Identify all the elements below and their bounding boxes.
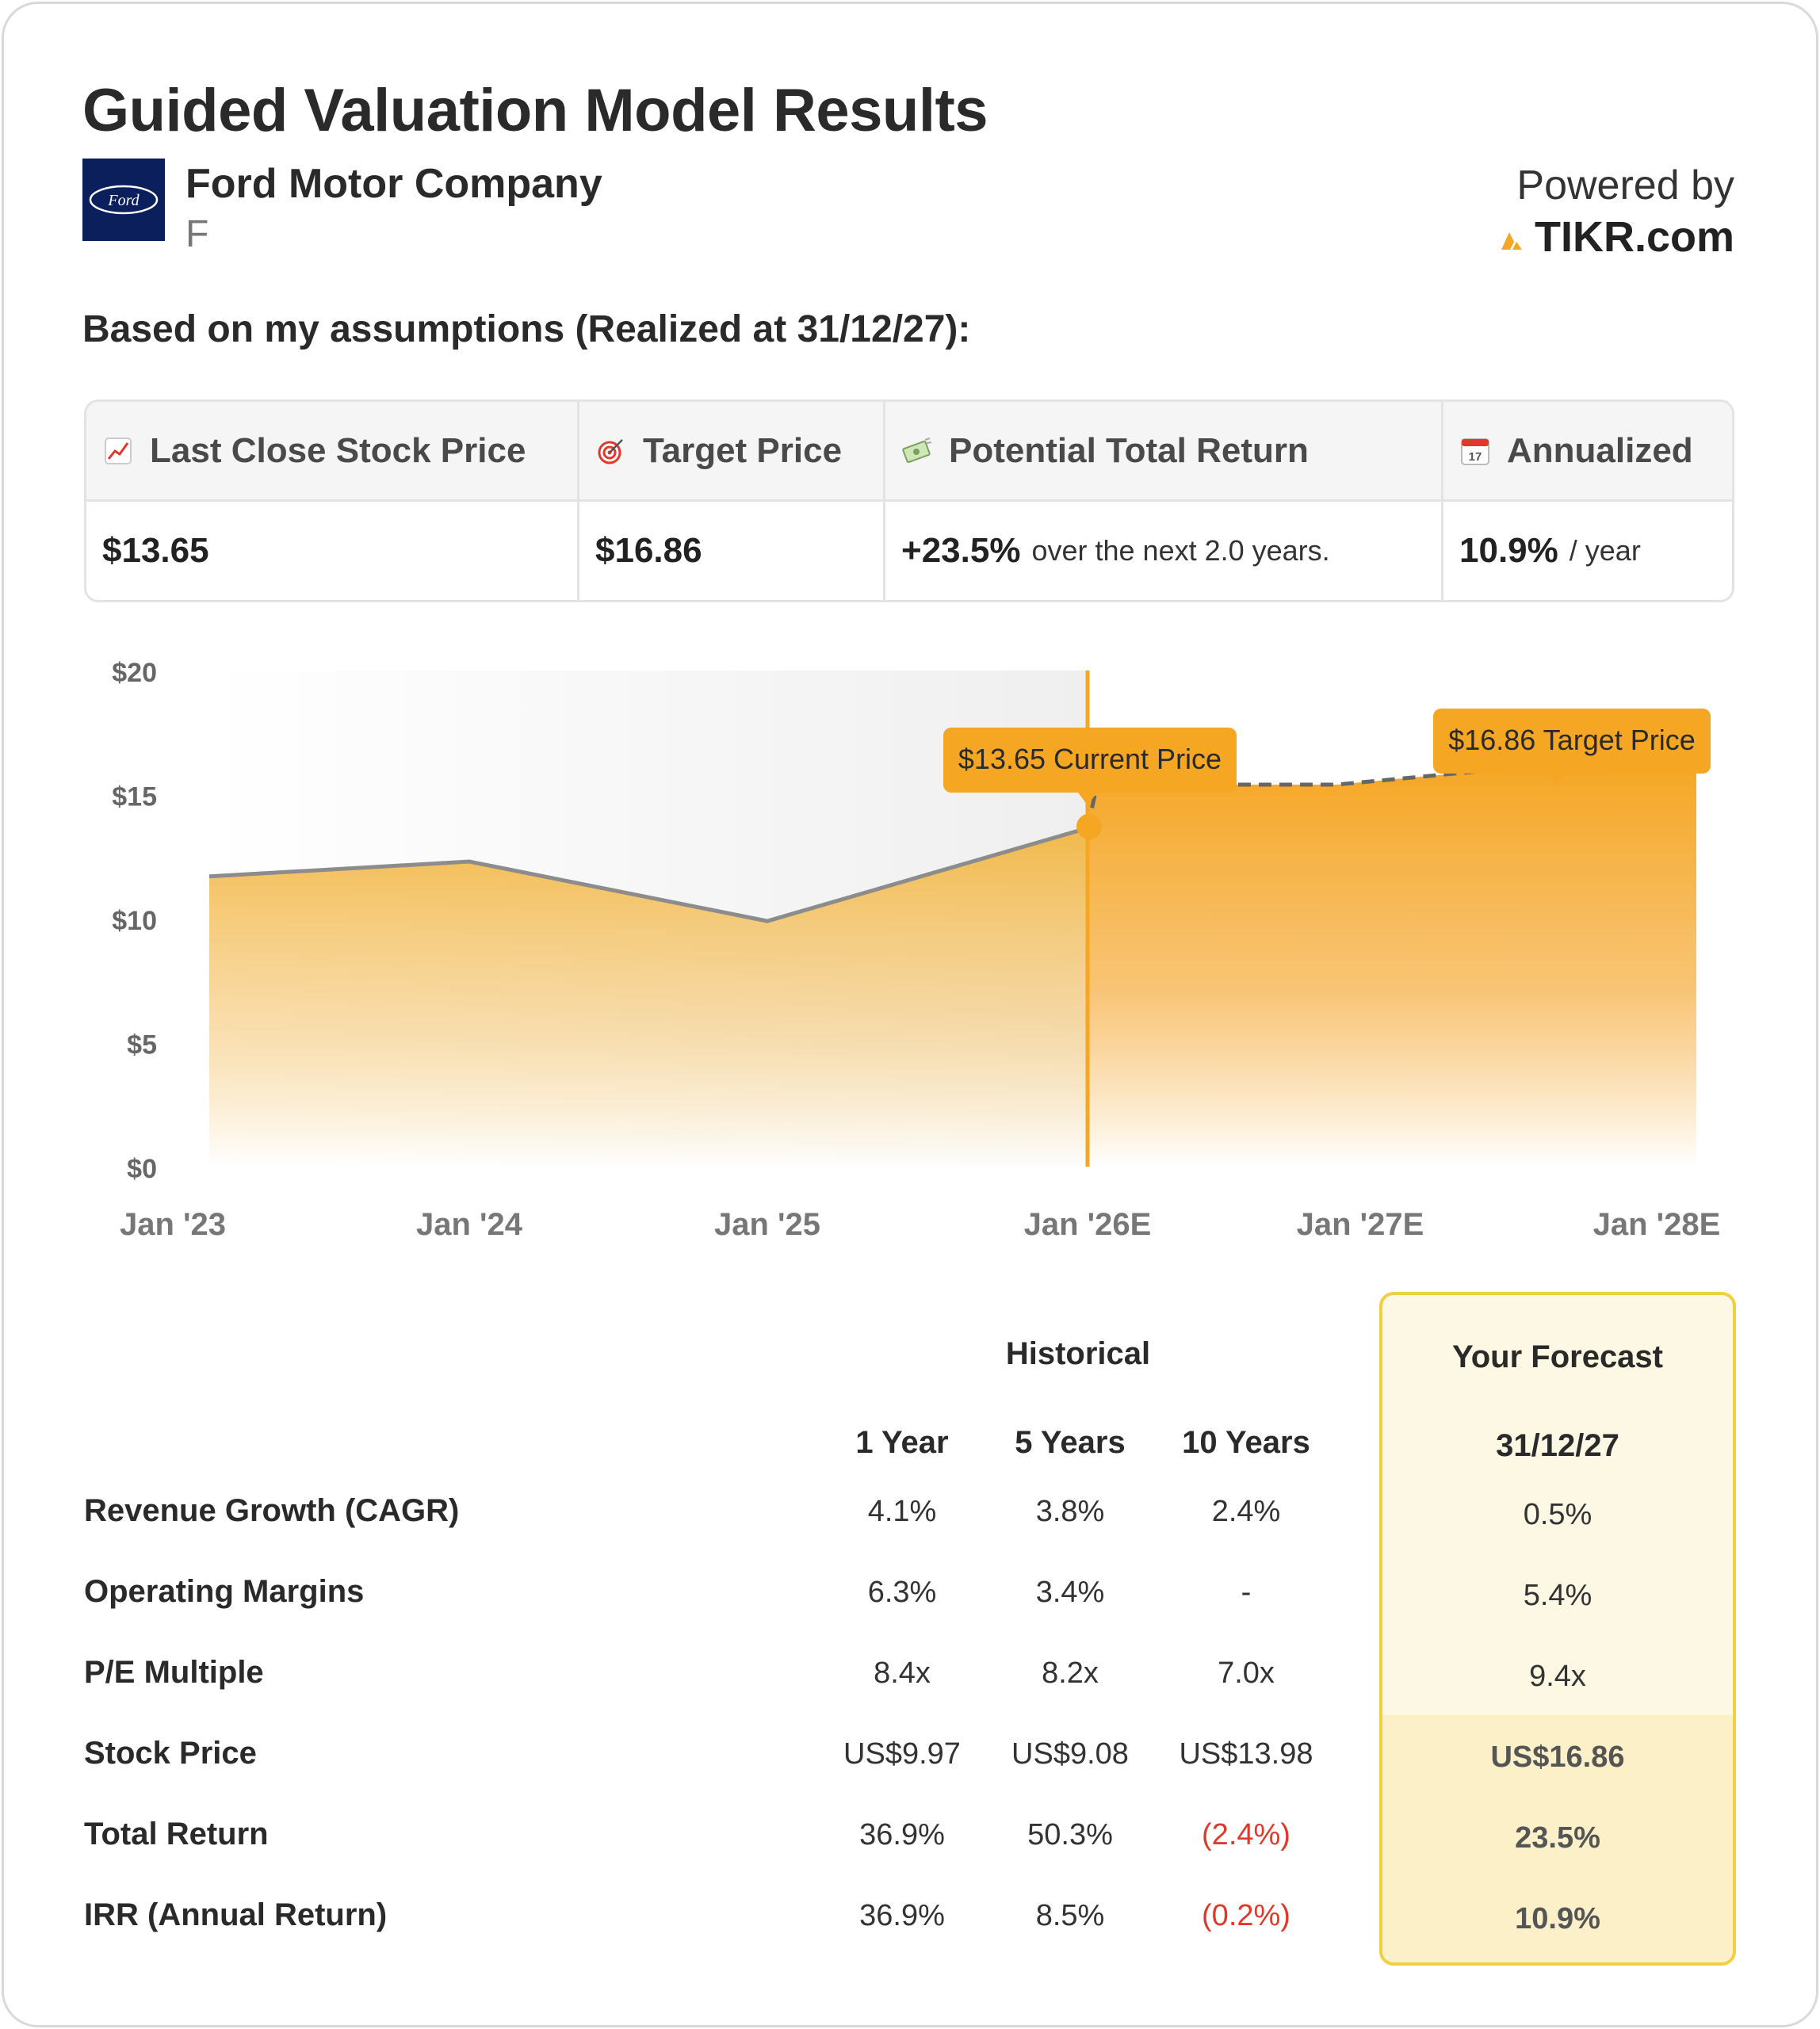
price-chart: $20 $15 $10 $5 $0 Jan '23 Jan '24 Jan '25 Jan '2… <box>112 658 1721 1242</box>
calendar-icon-number: 17 <box>1469 450 1482 464</box>
value-last-close: $13.65 <box>86 502 579 600</box>
forecast-value: 5.4% <box>1523 1579 1592 1612</box>
metric-value: 6.3% <box>867 1576 937 1609</box>
header-target: Target Price <box>579 402 885 502</box>
x-tick-label: Jan '27E <box>1297 1207 1424 1242</box>
col-1-year: 1 Year <box>855 1425 949 1460</box>
total-return-value: +23.5% <box>901 531 1021 570</box>
value-total-return: +23.5% over the next 2.0 years. <box>885 502 1443 600</box>
metric-value: 8.2x <box>1042 1656 1099 1690</box>
forecast-value: 10.9% <box>1515 1902 1600 1935</box>
target-price-callout <box>1433 709 1711 774</box>
col-forecast-date: 31/12/27 <box>1496 1428 1619 1463</box>
header-annualized: 17 Annualized <box>1443 402 1732 502</box>
ford-logo: Ford <box>82 159 165 241</box>
y-tick-label: $10 <box>112 906 157 936</box>
tikr-brand[interactable]: TIKR.com <box>1498 212 1734 262</box>
y-tick-label: $15 <box>112 782 157 812</box>
y-tick-label: $20 <box>112 658 157 688</box>
metric-value: 4.1% <box>867 1495 937 1528</box>
metric-label: Operating Margins <box>84 1574 365 1609</box>
forecast-area <box>1088 762 1696 1167</box>
assumptions-heading: Based on my assumptions (Realized at 31/… <box>82 308 971 350</box>
forecast-column-box <box>1379 1292 1736 1966</box>
header-total-return: Potential Total Return <box>885 402 1443 502</box>
metric-label: Total Return <box>84 1817 269 1851</box>
x-tick-label: Jan '25 <box>714 1207 820 1242</box>
header-total-return-label: Potential Total Return <box>949 430 1309 470</box>
tikr-brand-text: TIKR.com <box>1534 213 1734 261</box>
annualized-suffix: / year <box>1569 534 1641 567</box>
last-close-value: $13.65 <box>102 531 209 570</box>
value-annualized: 10.9% / year <box>1443 502 1732 600</box>
forecast-highlight-band <box>1382 1715 1733 1962</box>
forecast-heading: Your Forecast <box>1452 1339 1663 1374</box>
forecast-value: 0.5% <box>1523 1498 1592 1531</box>
metric-value: 3.8% <box>1035 1495 1105 1528</box>
summary-table: Last Close Stock Price Target Price Pote… <box>84 399 1734 602</box>
metric-value: US$13.98 <box>1179 1737 1313 1771</box>
chart-up-icon <box>102 435 134 467</box>
total-return-suffix: over the next 2.0 years. <box>1031 534 1330 567</box>
metric-value: 8.5% <box>1035 1899 1105 1932</box>
target-price-callout-pointer <box>1546 774 1565 785</box>
col-10-years: 10 Years <box>1182 1425 1310 1460</box>
historical-heading: Historical <box>1005 1336 1151 1371</box>
metric-value: 7.0x <box>1218 1656 1275 1690</box>
current-price-callout-pointer <box>1078 793 1097 805</box>
metric-value: 36.9% <box>859 1818 945 1851</box>
x-tick-label: Jan '23 <box>120 1207 226 1242</box>
header-annualized-label: Annualized <box>1507 430 1693 470</box>
target-price-callout-text: $16.86 Target Price <box>1448 724 1696 756</box>
metric-value: US$9.08 <box>1011 1737 1129 1771</box>
header-last-close-label: Last Close Stock Price <box>150 430 526 470</box>
company-name: Ford Motor Company <box>185 161 602 207</box>
metric-value: (0.2%) <box>1202 1899 1290 1932</box>
header-target-label: Target Price <box>643 430 843 470</box>
forecast-value: US$16.86 <box>1490 1741 1625 1774</box>
metric-value: 50.3% <box>1027 1818 1113 1851</box>
x-tick-label: Jan '26E <box>1024 1207 1152 1242</box>
current-price-point <box>1076 813 1102 839</box>
metric-label: Stock Price <box>84 1736 257 1771</box>
company-ticker: F <box>185 213 209 255</box>
logo-text: Ford <box>107 192 140 209</box>
x-tick-label: Jan '28E <box>1593 1207 1721 1242</box>
page-title: Guided Valuation Model Results <box>82 77 988 144</box>
money-icon <box>901 435 933 467</box>
value-target: $16.86 <box>579 502 885 600</box>
current-price-callout <box>943 728 1237 793</box>
x-tick-label: Jan '24 <box>416 1207 523 1242</box>
current-price-callout-text: $13.65 Current Price <box>958 743 1222 775</box>
metric-value: 2.4% <box>1211 1495 1281 1528</box>
metric-value: - <box>1241 1576 1252 1609</box>
tikr-logo-icon <box>1498 212 1525 262</box>
historical-line <box>208 826 1088 923</box>
target-value: $16.86 <box>595 531 702 570</box>
metric-label: P/E Multiple <box>84 1655 264 1690</box>
metric-label: Revenue Growth (CAGR) <box>84 1493 460 1528</box>
metric-value: (2.4%) <box>1202 1818 1290 1851</box>
forecast-value: 23.5% <box>1515 1821 1600 1855</box>
header-last-close: Last Close Stock Price <box>86 402 579 502</box>
annualized-value: 10.9% <box>1459 531 1558 570</box>
metric-value: 36.9% <box>859 1899 945 1932</box>
forecast-line <box>1085 758 1697 829</box>
historical-area <box>209 827 1088 1167</box>
metric-value: US$9.97 <box>843 1737 961 1771</box>
metric-label: IRR (Annual Return) <box>84 1897 388 1932</box>
calendar-icon: 17 <box>1459 435 1491 467</box>
forecast-value: 9.4x <box>1529 1660 1586 1693</box>
y-tick-label: $0 <box>127 1154 157 1184</box>
target-icon <box>595 435 627 467</box>
col-5-years: 5 Years <box>1015 1425 1126 1460</box>
powered-by-label: Powered by <box>1516 162 1734 208</box>
y-tick-label: $5 <box>127 1030 157 1060</box>
metric-value: 8.4x <box>874 1656 931 1690</box>
metric-value: 3.4% <box>1035 1576 1105 1609</box>
